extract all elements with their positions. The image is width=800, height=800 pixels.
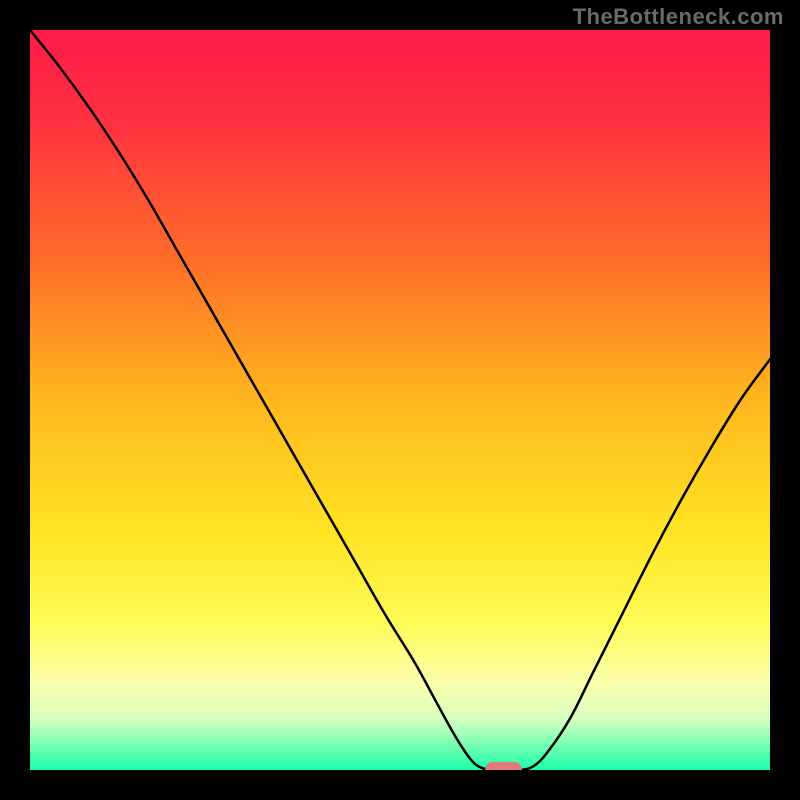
- chart-frame: TheBottleneck.com: [0, 0, 800, 800]
- plot-area: [30, 30, 770, 770]
- optimum-marker: [485, 762, 522, 770]
- gradient-background: [30, 30, 770, 770]
- chart-svg: [30, 30, 770, 770]
- watermark-text: TheBottleneck.com: [573, 4, 784, 30]
